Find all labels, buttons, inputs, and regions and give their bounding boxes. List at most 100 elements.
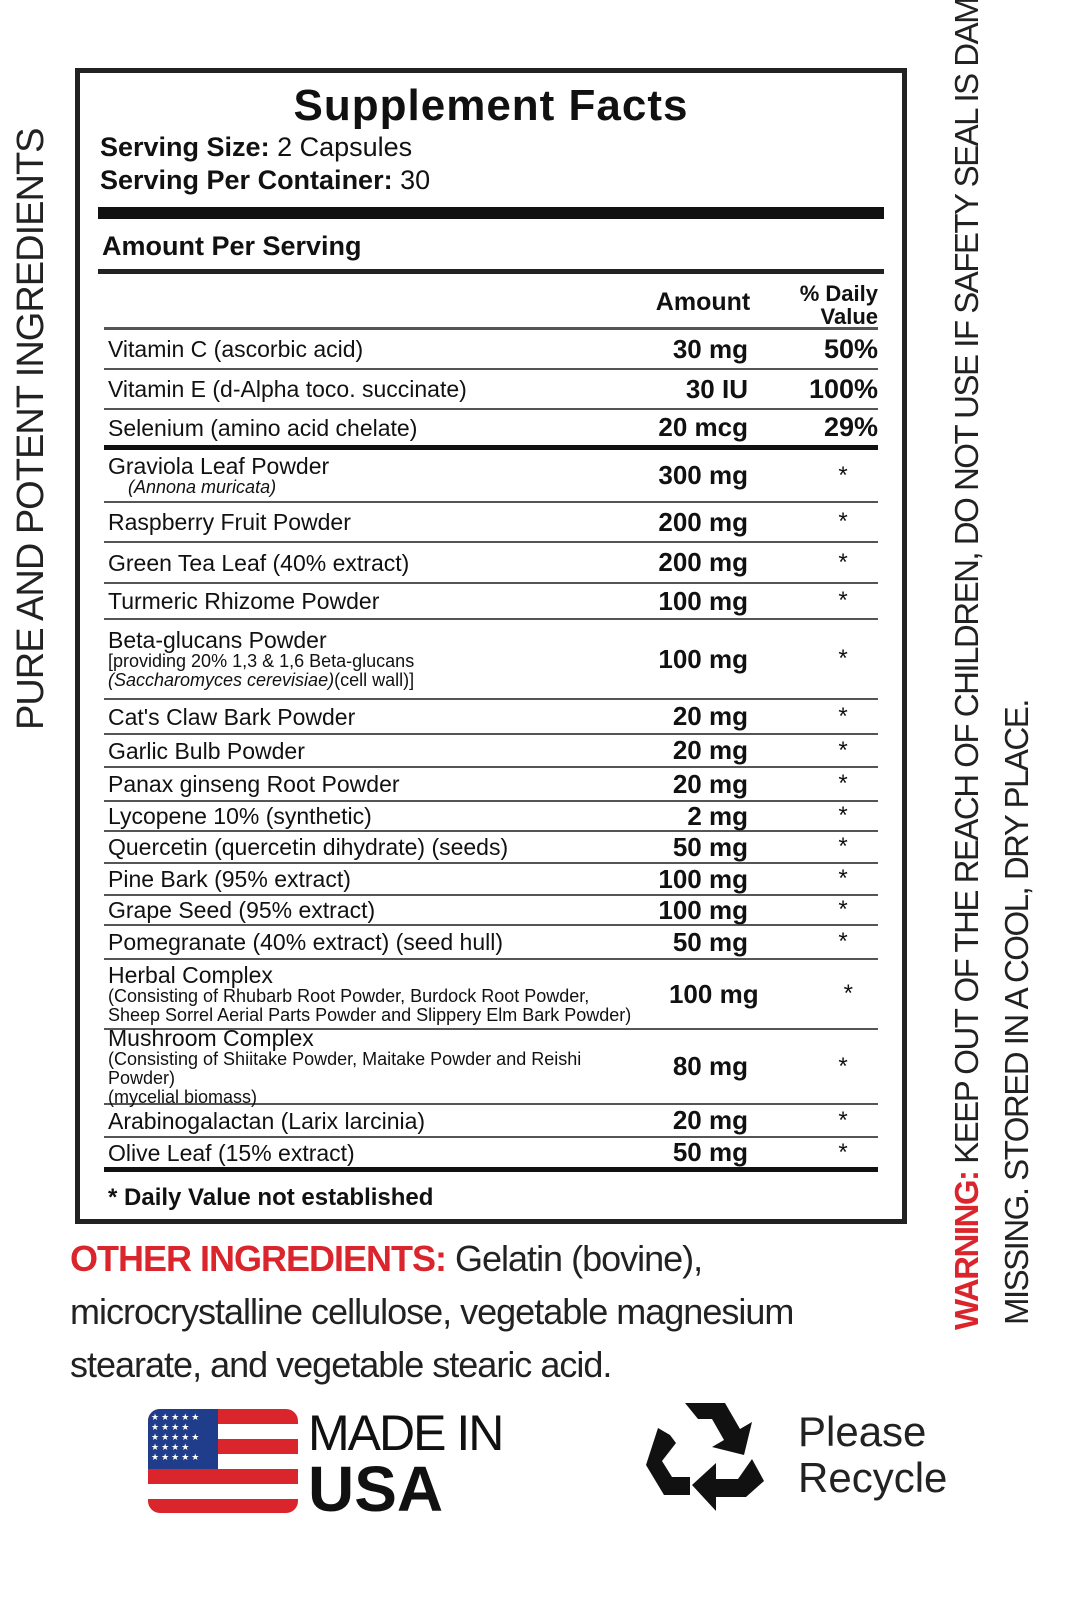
nutrient-name: Vitamin E (d-Alpha toco. succinate) — [104, 377, 598, 401]
name-text: Herbal Complex — [108, 962, 273, 988]
amount: 100 mg — [658, 863, 748, 894]
servings-per-container: Serving Per Container: 30 — [98, 164, 884, 197]
table-row: Garlic Bulb Powder 20 mg * — [104, 735, 878, 768]
name-text: Vitamin E (d-Alpha toco. succinate) — [108, 376, 467, 402]
sub-text-2: (Saccharomyces cerevisiae)(cell wall)] — [108, 671, 598, 690]
usa-text: USA — [308, 1453, 444, 1525]
name-text: Grape Seed (95% extract) — [108, 897, 376, 923]
daily-value: * — [838, 645, 848, 672]
nutrient-name: Olive Leaf (15% extract) — [104, 1141, 598, 1165]
name-text: Vitamin C (ascorbic acid) — [108, 336, 364, 362]
name-text: Lycopene 10% (synthetic) — [108, 803, 372, 829]
table-row: Olive Leaf (15% extract) 50 mg * — [104, 1137, 878, 1172]
please-text: Please — [798, 1408, 927, 1455]
nutrient-name: Herbal Complex (Consisting of Rhubarb Roo… — [104, 963, 631, 1025]
name-text: Arabinogalactan (Larix larcinia) — [108, 1107, 426, 1134]
name-text: Panax ginseng Root Powder — [108, 771, 400, 797]
name-text: Turmeric Rhizome Powder — [108, 588, 380, 614]
amount: 30 mg — [672, 333, 748, 364]
table-row: Turmeric Rhizome Powder 100 mg * — [104, 584, 878, 620]
nutrient-name: Pomegranate (40% extract) (seed hull) — [104, 930, 598, 954]
table-row: Graviola Leaf Powder (Annona muricata) 300… — [104, 450, 878, 503]
sub-text: [providing 20% 1,3 & 1,6 Beta-glucans — [108, 651, 415, 671]
nutrient-name: Green Tea Leaf (40% extract) — [104, 551, 598, 575]
table-row: Green Tea Leaf (40% extract) 200 mg * — [104, 543, 878, 584]
daily-value: 100% — [808, 373, 878, 404]
warning-line-2: MISSING. STORED IN A COOL, DRY PLACE. — [998, 700, 1035, 1325]
name-text: Pine Bark (95% extract) — [108, 866, 351, 892]
table-row: Pine Bark (95% extract) 100 mg * — [104, 864, 878, 896]
daily-value: * — [838, 587, 848, 614]
made-in-text: MADE IN — [308, 1405, 504, 1461]
sub-text: (Consisting of Shiitake Powder, Maitake … — [108, 1049, 582, 1088]
warning-label: WARNING: — [948, 1171, 985, 1330]
nutrient-name: Vitamin C (ascorbic acid) — [104, 337, 598, 361]
daily-value: * — [838, 1106, 848, 1134]
daily-value: 50% — [823, 333, 878, 364]
daily-value: * — [838, 461, 848, 489]
name-text: Raspberry Fruit Powder — [108, 509, 351, 535]
amount: 100 mg — [668, 978, 759, 1009]
divider-thick — [98, 207, 884, 219]
table-row: Selenium (amino acid chelate) 20 mcg 29% — [104, 410, 878, 450]
side-tagline: PURE AND POTENT INGREDIENTS — [10, 128, 52, 730]
other-ingredients-label: OTHER INGREDIENTS: — [70, 1238, 447, 1279]
serving-size: Serving Size: 2 Capsules — [98, 131, 884, 164]
amount: 100 mg — [658, 585, 748, 616]
name-text: Selenium (amino acid chelate) — [108, 414, 418, 441]
table-row: Arabinogalactan (Larix larcinia) 20 mg * — [104, 1105, 878, 1138]
col-daily-value: % Daily Value — [799, 281, 878, 329]
nutrient-name: Lycopene 10% (synthetic) — [104, 804, 598, 828]
nutrient-name: Pine Bark (95% extract) — [104, 867, 598, 891]
nutrient-name: Panax ginseng Root Powder — [104, 772, 598, 796]
amount: 2 mg — [687, 800, 748, 831]
daily-value: * — [838, 833, 848, 860]
sub-text-2a: (Saccharomyces cerevisiae) — [108, 670, 335, 690]
table-row: Pomegranate (40% extract) (seed hull) 50 … — [104, 926, 878, 960]
table-row: Herbal Complex (Consisting of Rhubarb Roo… — [104, 960, 878, 1030]
name-text: Olive Leaf (15% extract) — [108, 1139, 355, 1166]
daily-value: * — [838, 1052, 848, 1080]
name-text: Green Tea Leaf (40% extract) — [108, 549, 410, 576]
daily-value: * — [838, 770, 848, 797]
table-row: Mushroom Complex (Consisting of Shiitake … — [104, 1026, 878, 1107]
amount: 100 mg — [658, 643, 748, 674]
name-text: Beta-glucans Powder — [108, 627, 327, 653]
table-row: Vitamin C (ascorbic acid) 30 mg 50% — [104, 330, 878, 370]
table-row: Quercetin (quercetin dihydrate) (seeds) 5… — [104, 832, 878, 864]
servings-value: 30 — [400, 165, 431, 195]
table-header: Amount % Daily Value — [104, 274, 878, 330]
sub-text: (Consisting of Rhubarb Root Powder, Burd… — [108, 986, 590, 1006]
daily-value: * — [838, 802, 848, 829]
daily-value: * — [838, 896, 848, 923]
sub-text-2: (mycelial biomass) — [108, 1088, 598, 1107]
table-row: Lycopene 10% (synthetic) 2 mg * — [104, 800, 878, 832]
other-ingredients: OTHER INGREDIENTS: Gelatin (bovine), mic… — [70, 1232, 930, 1391]
sub-text: (Annona muricata) — [128, 477, 277, 497]
nutrient-name: Arabinogalactan (Larix larcinia) — [104, 1109, 598, 1133]
footnote: * Daily Value not established — [108, 1184, 434, 1211]
name-text: Graviola Leaf Powder — [108, 453, 330, 479]
amount: 200 mg — [658, 506, 748, 537]
amount: 300 mg — [658, 460, 748, 490]
sub-text-2a: Sheep Sorrel Aerial Parts Powder and Sli… — [108, 1005, 632, 1025]
serving-size-value: 2 Capsules — [277, 132, 413, 162]
other-ingredients-text: Gelatin (bovine), microcrystalline cellu… — [70, 1238, 794, 1385]
amount: 50 mg — [672, 926, 748, 957]
daily-value: * — [838, 508, 848, 535]
daily-value: * — [838, 865, 848, 892]
table-row: Vitamin E (d-Alpha toco. succinate) 30 IU… — [104, 370, 878, 410]
nutrient-name: Selenium (amino acid chelate) — [104, 416, 598, 440]
amount: 20 mg — [672, 735, 748, 765]
warning-line-1: WARNING: KEEP OUT OF THE REACH OF CHILDR… — [948, 0, 986, 1330]
name-text: Pomegranate (40% extract) (seed hull) — [108, 929, 504, 955]
recycle-badge: Please Recycle — [640, 1395, 947, 1515]
amount: 200 mg — [658, 547, 748, 577]
supplement-facts-panel: Supplement Facts Serving Size: 2 Capsule… — [75, 68, 907, 1224]
recycle-icon — [646, 1403, 764, 1511]
name-text: Cat's Claw Bark Powder — [108, 703, 356, 730]
name-text: Quercetin (quercetin dihydrate) (seeds) — [108, 834, 509, 860]
daily-value: * — [838, 928, 848, 955]
amount: 20 mg — [672, 701, 748, 731]
nutrient-name: Turmeric Rhizome Powder — [104, 589, 598, 613]
